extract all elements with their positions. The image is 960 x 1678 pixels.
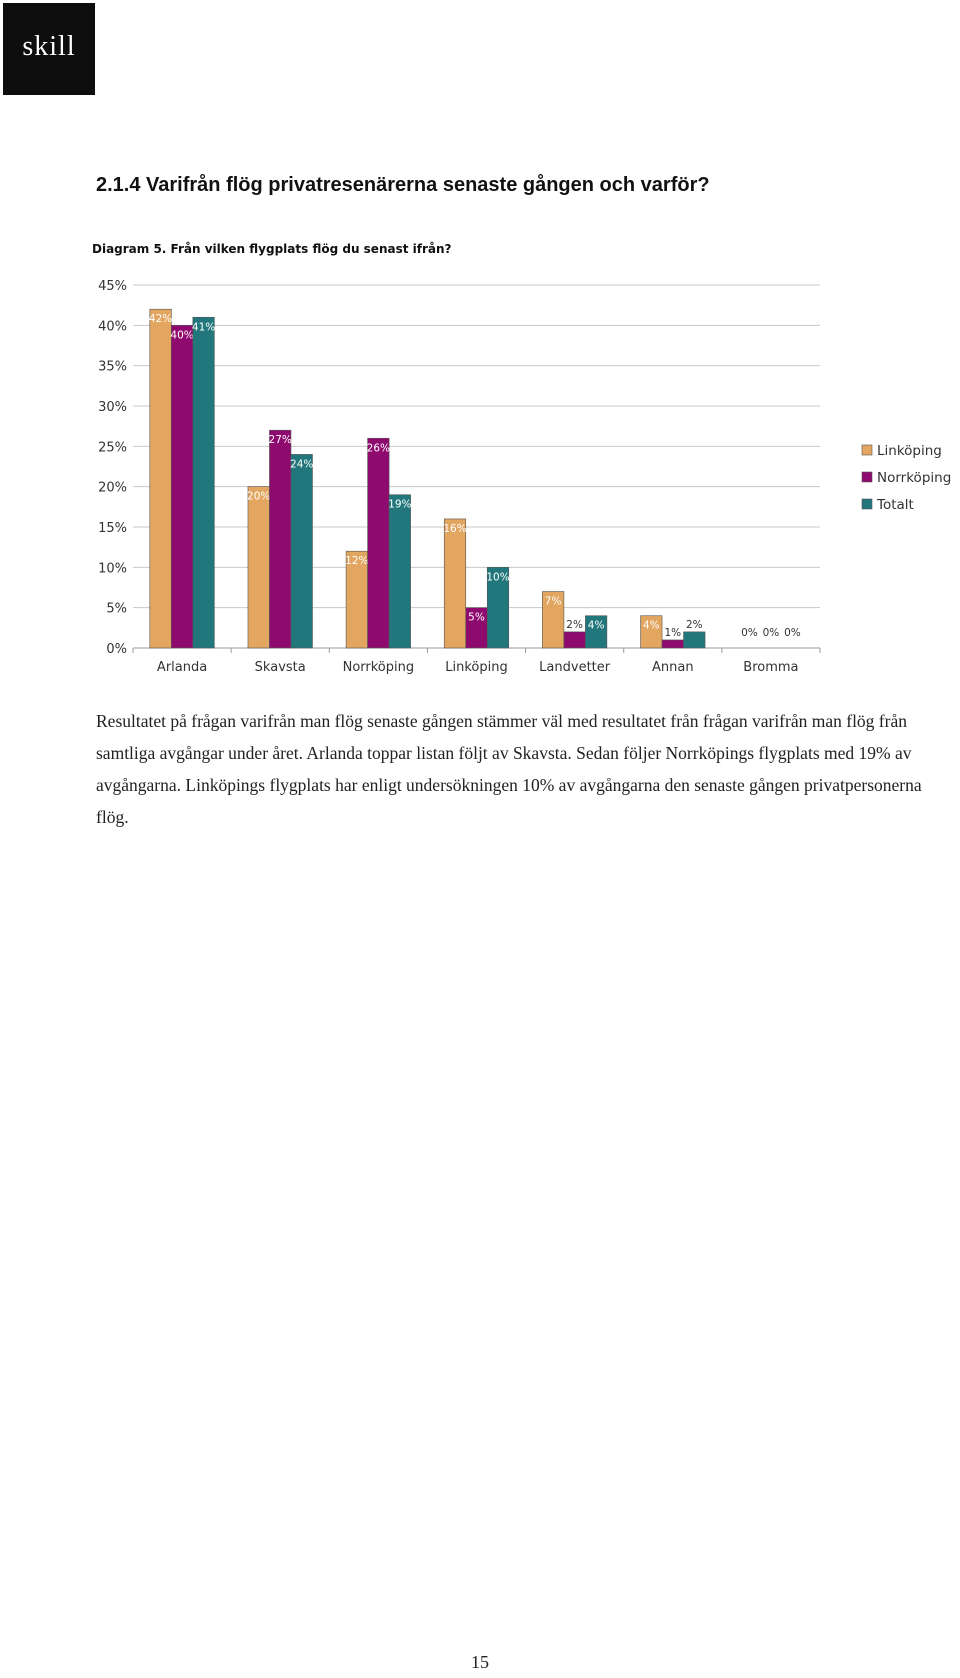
legend-label: Linköping [877,443,942,459]
data-label: 4% [643,620,660,632]
y-tick-label: 35% [98,360,127,375]
category-label: Linköping [445,660,507,675]
data-label: 0% [763,627,780,639]
bar [367,437,390,649]
y-tick-label: 15% [98,521,127,536]
bar [149,308,172,649]
y-tick-label: 40% [98,319,127,334]
page-number: 15 [471,1652,489,1672]
bar [192,316,215,649]
data-label: 40% [170,329,193,341]
bar [486,567,510,649]
y-tick-label: 20% [98,481,127,496]
bar [290,454,313,649]
skill-logo: skill [3,3,95,95]
bar-chart: 0%5%10%15%20%25%30%35%40%45%42%40%41%Arl… [98,279,951,675]
data-label: 1% [664,627,681,639]
category-label: Landvetter [539,660,611,675]
data-label: 0% [784,627,801,639]
y-tick-label: 0% [106,642,127,657]
category-label: Annan [652,660,694,675]
data-label: 19% [388,499,411,511]
data-label: 2% [686,619,703,631]
data-label: 27% [269,434,292,446]
logo-text: skill [22,31,76,62]
legend-swatch [861,498,873,510]
bar [563,631,586,649]
bar [388,494,411,649]
legend-swatch [861,471,873,483]
bar [247,486,270,649]
data-label: 12% [345,555,368,567]
y-tick-label: 5% [106,602,127,617]
data-label: 5% [468,612,485,624]
y-tick-label: 25% [98,440,127,455]
data-label: 7% [545,596,562,608]
legend-swatch [861,444,873,456]
chart-title: Diagram 5. Från vilken flygplats flög du… [92,242,452,256]
data-label: 24% [290,458,313,470]
section-heading: 2.1.4 Varifrån flög privatresenärerna se… [96,174,710,196]
bar [661,639,684,649]
legend-label: Totalt [876,497,914,513]
data-label: 10% [486,571,509,583]
bar [443,518,467,649]
y-tick-label: 45% [98,279,127,294]
category-label: Arlanda [157,660,207,675]
bar [542,591,565,649]
data-label: 0% [741,627,758,639]
data-label: 4% [588,620,605,632]
bar [640,615,663,649]
data-label: 42% [149,313,172,325]
y-tick-label: 30% [98,400,127,415]
legend-label: Norrköping [877,470,951,486]
bar [585,615,608,649]
y-tick-label: 10% [98,561,127,576]
category-label: Norrköping [343,660,415,675]
data-label: 2% [566,619,583,631]
data-label: 20% [247,491,270,503]
data-label: 26% [367,442,390,454]
category-label: Bromma [743,660,798,675]
data-label: 16% [443,523,466,535]
data-label: 41% [192,321,215,333]
bar [171,325,194,649]
body-paragraph: Resultatet på frågan varifrån man flög s… [96,711,922,827]
bar [683,631,706,649]
bar [269,429,292,649]
category-label: Skavsta [255,660,306,675]
